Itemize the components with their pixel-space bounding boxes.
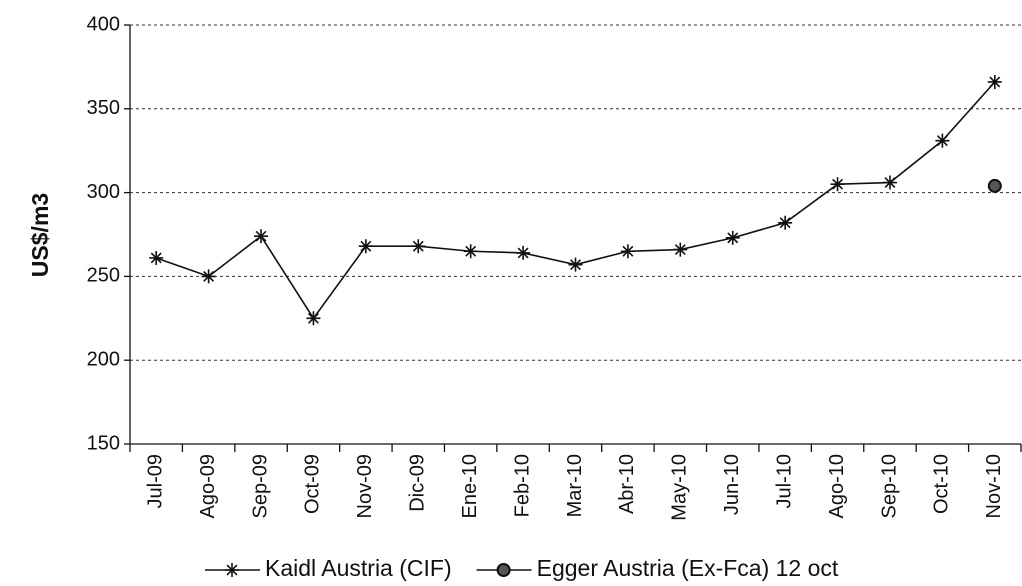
x-tick-label: Jun-10: [721, 454, 743, 515]
marker: [411, 239, 426, 254]
x-tick-label: Abr-10: [616, 454, 638, 514]
x-tick-label: Sep-09: [249, 454, 271, 519]
marker: [201, 269, 216, 284]
marker: [620, 244, 635, 259]
marker: [725, 230, 740, 245]
y-tick-label: 250: [87, 265, 120, 287]
marker: [306, 311, 321, 326]
x-tick-label: Feb-10: [511, 454, 533, 517]
marker: [358, 239, 373, 254]
marker: [987, 74, 1002, 89]
marker: [516, 245, 531, 260]
x-tick-label: Mar-10: [564, 454, 586, 517]
x-tick-label: Oct-10: [931, 454, 953, 514]
marker: [496, 563, 511, 577]
x-tick-label: Jul-09: [144, 454, 166, 508]
legend-label: Egger Austria (Ex-Fca) 12 oct: [537, 555, 839, 581]
y-tick-label: 350: [87, 97, 120, 119]
x-tick-label: Ene-10: [459, 454, 481, 519]
x-tick-label: Dic-09: [407, 454, 429, 512]
marker: [149, 250, 164, 265]
y-tick-label: 300: [87, 181, 120, 203]
legend-label: Kaidl Austria (CIF): [265, 555, 452, 581]
x-tick-label: Ago-09: [197, 454, 219, 519]
marker: [254, 229, 269, 244]
x-tick-label: Ago-10: [826, 454, 848, 519]
marker: [463, 244, 478, 259]
marker: [225, 563, 239, 577]
x-tick-label: Nov-09: [354, 454, 376, 518]
marker: [568, 257, 583, 272]
x-tick-label: Nov-10: [983, 454, 1005, 518]
y-tick-label: 150: [87, 432, 120, 454]
marker: [830, 177, 845, 192]
marker: [882, 175, 897, 190]
y-tick-label: 400: [87, 13, 120, 35]
marker: [935, 133, 950, 148]
marker: [778, 215, 793, 230]
x-tick-label: May-10: [669, 454, 691, 521]
x-tick-label: Sep-10: [878, 454, 900, 519]
series-line: [155, 81, 996, 320]
x-tick-label: Oct-09: [302, 454, 324, 514]
x-tick-label: Jul-10: [773, 454, 795, 508]
marker: [987, 178, 1002, 193]
y-tick-label: 200: [87, 348, 120, 370]
marker: [673, 242, 688, 257]
y-axis-label: US$/m3: [27, 193, 53, 277]
